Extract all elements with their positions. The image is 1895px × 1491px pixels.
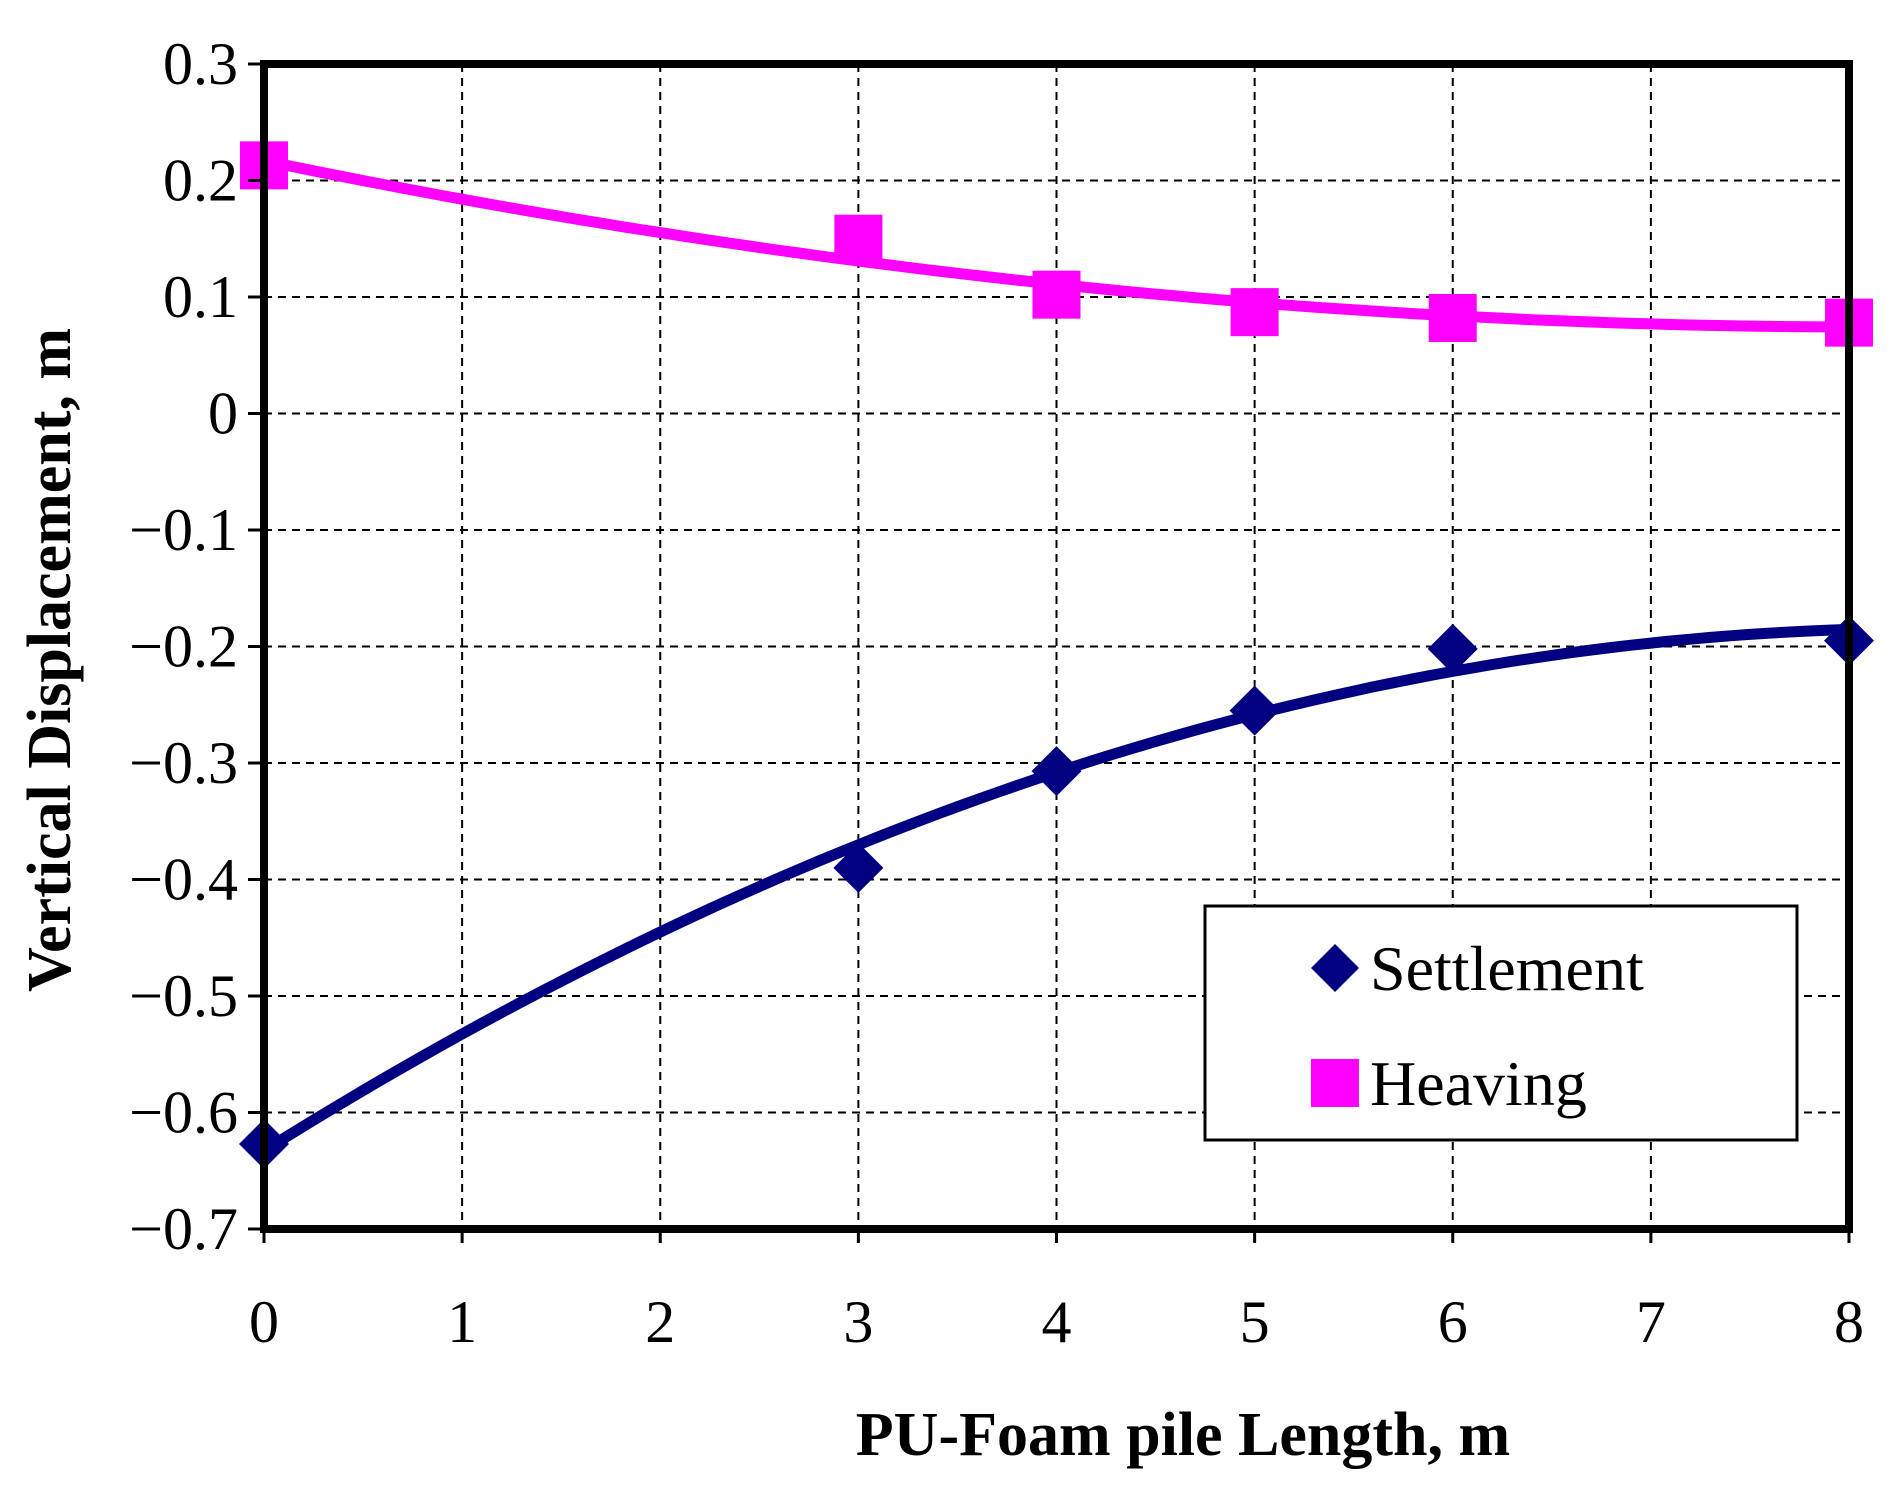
x-axis-title: PU-Foam pile Length, m — [856, 1401, 1510, 1469]
y-tick-label: −0.2 — [129, 614, 238, 680]
legend-settlement-label: Settlement — [1370, 933, 1644, 1004]
settlement-point — [1031, 746, 1082, 797]
x-tick-label: 8 — [1834, 1289, 1864, 1355]
legend: Settlement Heaving — [1203, 904, 1799, 1142]
y-tick-label: 0.1 — [163, 264, 238, 330]
settlement-point — [833, 842, 884, 893]
legend-heaving-label: Heaving — [1370, 1048, 1587, 1119]
y-tick-label: 0.3 — [163, 31, 238, 97]
legend-heaving-marker — [1311, 1059, 1359, 1107]
data-markers — [239, 141, 1874, 1169]
y-tick-label: −0.5 — [129, 963, 238, 1029]
y-tick-label: 0.2 — [163, 148, 238, 214]
y-tick-label: −0.7 — [129, 1196, 238, 1262]
y-axis-title: Vertical Displacement, m — [16, 328, 84, 992]
y-tick-label: −0.4 — [129, 847, 238, 913]
heaving-point — [1230, 288, 1279, 337]
settlement-point — [1427, 623, 1478, 674]
legend-settlement-marker — [1311, 944, 1359, 992]
heaving-point — [1032, 270, 1081, 319]
settlement-point — [1229, 685, 1280, 736]
x-tick-label: 7 — [1636, 1289, 1666, 1355]
x-tick-label: 2 — [645, 1289, 675, 1355]
x-tick-label: 0 — [249, 1289, 279, 1355]
axis-ticks: 0.30.20.10−0.1−0.2−0.3−0.4−0.5−0.6−0.70 1… — [129, 31, 1864, 1355]
x-tick-label: 1 — [447, 1289, 477, 1355]
x-tick-label: 5 — [1240, 1289, 1270, 1355]
y-tick-label: 0 — [208, 381, 238, 447]
heaving-point — [1428, 293, 1477, 342]
legend-box — [1203, 904, 1799, 1142]
y-tick-label: −0.1 — [129, 497, 238, 563]
x-tick-label: 4 — [1042, 1289, 1072, 1355]
y-tick-label: −0.6 — [129, 1080, 238, 1146]
x-tick-label: 6 — [1438, 1289, 1468, 1355]
heaving-point — [834, 214, 883, 263]
y-tick-label: −0.3 — [129, 730, 238, 796]
x-tick-label: 3 — [843, 1289, 873, 1355]
